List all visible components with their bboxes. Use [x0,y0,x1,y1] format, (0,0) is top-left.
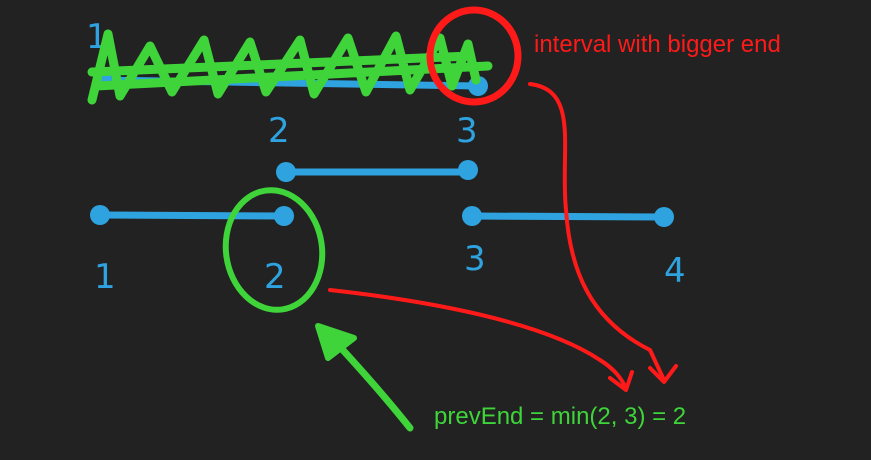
red-circle [426,6,522,106]
label-bottom-4: 4 [664,251,686,291]
interval-2-3 [276,160,478,182]
label-bottom-1: 1 [94,257,116,297]
interval-1-2 [90,205,294,226]
annotation-bigger-end: interval with bigger end [534,31,781,58]
label-top-3: 3 [456,111,478,151]
green-circle [222,187,326,313]
label-top-2: 2 [268,111,290,151]
red-arrow-from-circle [528,82,678,384]
red-arrow-from-two [328,288,634,392]
label-bottom-2: 2 [264,257,286,297]
label-bottom-3: 3 [464,239,486,279]
green-scribble [87,29,493,105]
annotation-prev-end: prevEnd = min(2, 3) = 2 [434,403,686,430]
green-arrow [315,323,414,432]
